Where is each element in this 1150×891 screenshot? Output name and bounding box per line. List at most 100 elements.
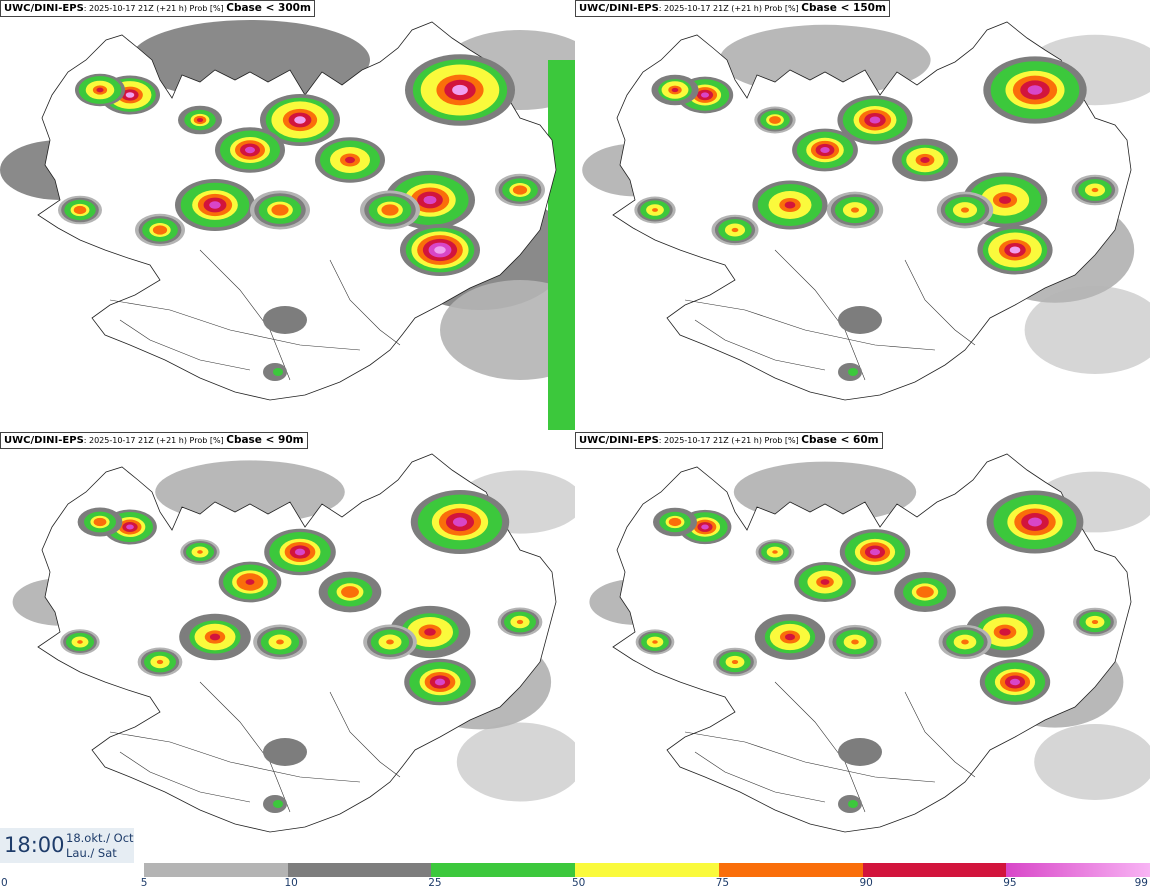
inland-green-area [848,368,858,376]
probability-contour [245,146,255,154]
map-panel-60m: UWC/DINI-EPS: 2025-10-17 21Z (+21 h) Pro… [575,432,1150,863]
probability-contour [701,524,709,530]
road-line [684,299,936,351]
inland-gray-area [263,306,307,334]
road-line [694,319,826,371]
inland-gray-area [838,306,882,334]
probability-contour [125,92,135,98]
colorbar-bin-50-75 [575,863,719,877]
probability-contour [345,589,355,595]
probability-contour [784,633,796,641]
stratus-gray-area [155,460,345,524]
probability-contour [1009,246,1021,254]
probability-contour [209,201,221,209]
inland-gray-area [838,738,882,766]
probability-contour [920,589,930,595]
model-name: UWC/DINI-EPS [4,3,84,14]
probability-contour [869,548,881,556]
probability-contour [77,640,83,644]
valid-time-date: 18.okt./ Oct Lau./ Sat [66,831,134,861]
road-line [109,299,361,351]
probability-contour [126,524,134,530]
inland-gray-area [263,738,307,766]
probability-contour [784,201,796,209]
probability-contour [156,659,164,665]
map-panel-300m: UWC/DINI-EPS: 2025-10-17 21Z (+21 h) Pro… [0,0,575,431]
road-line [684,731,936,783]
model-name: UWC/DINI-EPS [579,435,659,446]
colorbar-bin-10-25 [287,863,432,877]
inland-green-area [848,800,858,808]
stratus-gray-area [733,461,917,523]
probability-contour [434,678,446,686]
model-name: UWC/DINI-EPS [4,435,84,446]
variable-label: Cbase < 150m [801,2,886,14]
probability-contour [516,619,524,625]
probability-contour [820,579,830,585]
probability-contour [998,196,1012,204]
panel-title: UWC/DINI-EPS: 2025-10-17 21Z (+21 h) Pro… [0,432,308,449]
map-panel-150m: UWC/DINI-EPS: 2025-10-17 21Z (+21 h) Pro… [575,0,1150,431]
probability-contour [671,519,679,525]
probability-contour [920,156,930,164]
colorbar-tick-label: 50 [572,877,586,889]
panel-title: UWC/DINI-EPS: 2025-10-17 21Z (+21 h) Pro… [0,0,315,17]
colorbar-tick-label: 5 [140,877,148,889]
colorbar-bin-5-10 [143,863,288,877]
probability-contour [275,207,285,213]
probability-contour [452,517,468,527]
probability-contour [820,146,830,154]
road-line [774,249,866,381]
probability-contour [1027,85,1043,95]
iceland-probability-map [582,21,1150,401]
map-panel-90m: UWC/DINI-EPS: 2025-10-17 21Z (+21 h) Pro… [0,432,575,863]
probability-contour [452,84,468,96]
probability-contour [731,659,739,665]
date-line-1: 18.okt./ Oct [66,831,134,845]
probability-contour [652,640,658,644]
probability-contour [197,550,203,554]
iceland-probability-map [589,453,1150,833]
probability-contour [434,246,446,254]
colorbar-bin-25-50 [431,863,575,877]
stratus-gray-area [719,24,931,96]
road-line [119,751,251,803]
probability-contour [869,116,881,124]
probability-contour [1091,187,1099,193]
road-line [199,249,291,381]
stratus-gray-area [1034,724,1150,800]
road-line [904,259,976,346]
iceland-probability-map [12,453,575,833]
probability-contour [652,208,658,212]
road-line [109,731,361,783]
probability-contour [294,116,306,124]
variable-label: Cbase < 60m [801,434,879,446]
model-name: UWC/DINI-EPS [579,3,659,14]
colorbar-tick-label: 0 [1,877,8,889]
probability-contour [960,207,970,213]
iceland-probability-map [0,20,575,430]
probability-contour [276,639,284,645]
run-info: : 2025-10-17 21Z (+21 h) Prob [%] [658,436,802,445]
stratus-gray-area [440,280,575,380]
road-line [119,319,251,371]
colorbar-tick-label: 10 [284,877,298,889]
probability-contour [424,628,436,636]
east-edge-green-area [548,60,575,430]
run-info: : 2025-10-17 21Z (+21 h) Prob [%] [83,4,227,13]
probability-contour [96,519,104,525]
colorbar-tick-label: 75 [715,877,730,889]
stratus-gray-area [1024,286,1150,374]
probability-contour [850,207,860,213]
road-line [694,751,826,803]
probability-contour [96,87,104,93]
probability-contour [700,92,710,98]
probability-contour [76,207,84,213]
variable-label: Cbase < 300m [226,2,311,14]
probability-contour [851,639,859,645]
probability-contour [386,639,394,645]
colorbar-tick-label: 25 [428,877,442,889]
colorbar-bin-0-5 [0,863,144,877]
road-line [774,681,866,813]
inland-green-area [273,800,283,808]
